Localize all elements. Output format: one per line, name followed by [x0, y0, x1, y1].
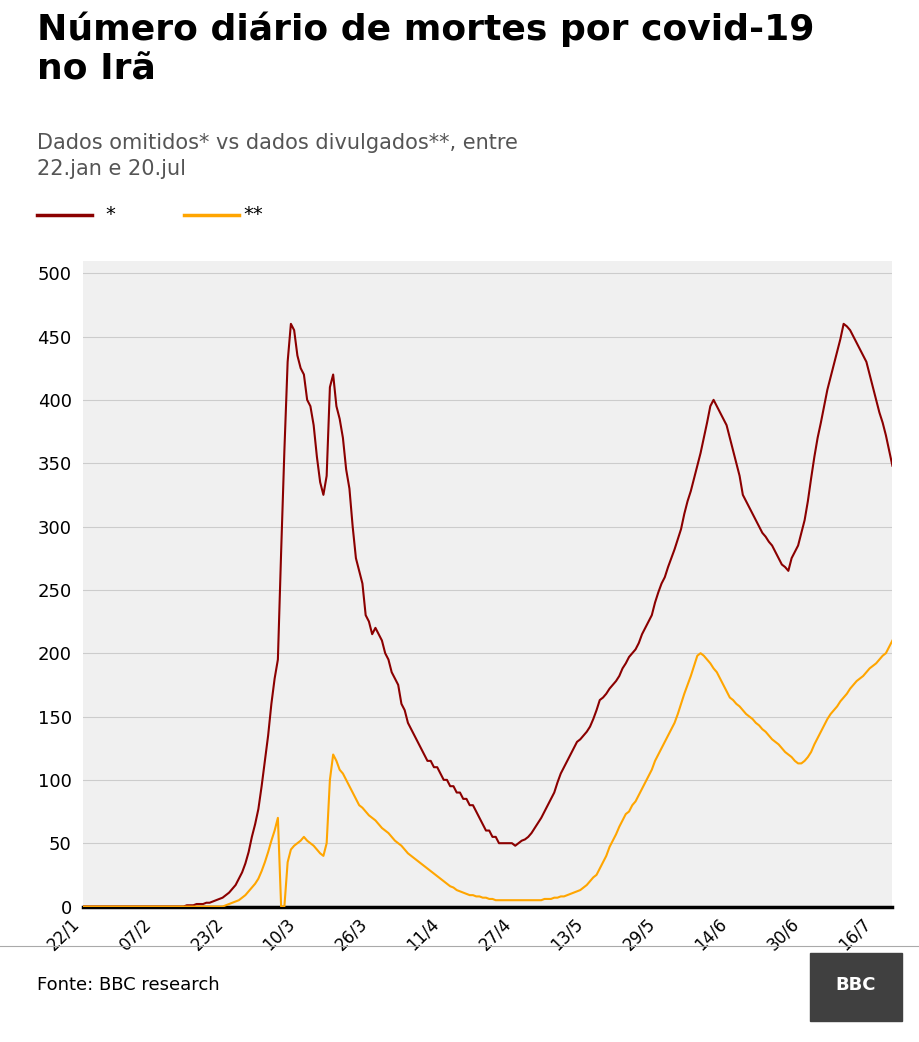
Text: Fonte: BBC research: Fonte: BBC research [37, 975, 220, 994]
Text: Número diário de mortes por covid-19
no Irã: Número diário de mortes por covid-19 no … [37, 11, 813, 86]
Text: *: * [106, 205, 116, 224]
Text: Dados omitidos* vs dados divulgados**, entre
22.jan e 20.jul: Dados omitidos* vs dados divulgados**, e… [37, 133, 517, 179]
Text: BBC: BBC [834, 975, 875, 994]
Text: **: ** [244, 205, 263, 224]
Bar [809, 953, 901, 1021]
